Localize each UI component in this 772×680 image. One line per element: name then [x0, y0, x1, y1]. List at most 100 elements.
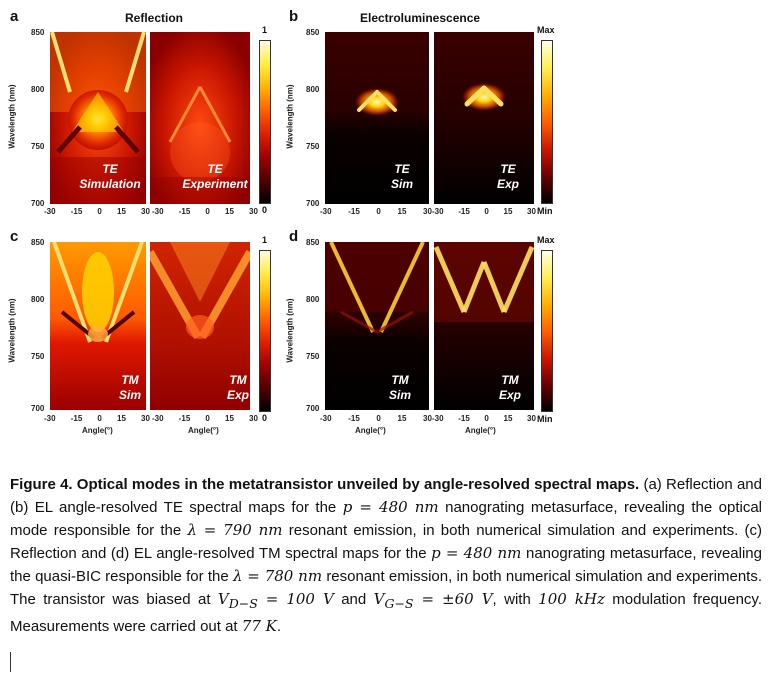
- xtick: 30: [423, 414, 432, 423]
- xtick: 15: [225, 414, 234, 423]
- panel-a-xticks-right: -30 -15 0 15 30: [152, 207, 258, 216]
- panel-a-exp-map: [150, 32, 250, 204]
- xtick: -30: [432, 207, 444, 216]
- caption-heading: Figure 4. Optical modes in the metatrans…: [10, 476, 640, 493]
- panel-a-exp-annotation: TE Experiment: [175, 162, 255, 192]
- panel-c-colorbar-bottom: 0: [262, 413, 268, 423]
- panel-c-exp-mode: TM: [229, 373, 247, 387]
- panel-d-exp-label: Exp: [498, 388, 521, 402]
- xtick: 15: [117, 207, 126, 216]
- xtick: 30: [527, 414, 536, 423]
- panel-a-sim-map: [50, 32, 146, 204]
- xtick: 30: [527, 207, 536, 216]
- caption-text: nanograting metasurface, revealing the o…: [10, 499, 763, 539]
- caption-math-sub: D−S: [228, 596, 258, 611]
- caption-math: 100 kHz: [538, 590, 605, 608]
- xtick: 30: [249, 207, 258, 216]
- panel-c-xticks-right: -30 -15 0 15 30: [152, 414, 258, 423]
- xtick: 0: [376, 207, 381, 216]
- panel-d-ytick-800: 800: [306, 295, 320, 304]
- panel-c-exp-annotation: TM Exp: [198, 373, 278, 403]
- panel-d-ytick-700: 700: [306, 404, 320, 413]
- caption-math: p = 480 nm: [342, 498, 439, 516]
- panel-b-xticks-left: -30 -15 0 15 30: [320, 207, 432, 216]
- caption-text: and: [333, 591, 374, 608]
- panel-c-ylabel: Wavelength (nm): [7, 298, 17, 363]
- xtick: -30: [320, 207, 332, 216]
- panel-b-ytick-850: 850: [306, 28, 320, 37]
- xtick: 0: [484, 207, 489, 216]
- caption-math: V: [373, 590, 385, 608]
- xtick: 0: [97, 414, 102, 423]
- panel-c-sim-map: [50, 242, 146, 410]
- xtick: -15: [70, 207, 83, 216]
- xtick: -30: [44, 207, 56, 216]
- caption-text: , with: [492, 591, 539, 608]
- panel-b-ytick-800: 800: [306, 85, 320, 94]
- panel-b-colorbar: [541, 40, 553, 204]
- panel-d-colorbar-bottom: Min: [537, 414, 553, 424]
- caption-text: resonant emission, in both numerical sim…: [10, 522, 762, 562]
- panel-d-xlabel-right: Angle(°): [465, 426, 496, 435]
- panel-b-exp-annotation: TE Exp: [468, 162, 548, 192]
- xtick: -15: [70, 414, 83, 423]
- panel-a-colorbar-top: 1: [262, 25, 268, 35]
- panel-c-exp-map: [150, 242, 250, 410]
- caption-math: = 100 V: [257, 590, 334, 608]
- caption-math: 77 K: [241, 617, 277, 635]
- panel-c-ytick-850: 850: [31, 238, 45, 247]
- xtick: 0: [205, 207, 210, 216]
- panel-d-exp-map: [434, 242, 534, 410]
- panel-d-sim-map: [325, 242, 429, 410]
- panel-d-xlabel-left: Angle(°): [355, 426, 386, 435]
- caption-text: (a) Reflection and (b) EL angle-resolved…: [10, 476, 762, 516]
- xtick: 0: [97, 207, 102, 216]
- xtick: 0: [205, 414, 210, 423]
- caption-math: p = 480 nm: [431, 544, 522, 562]
- panel-b-ytick-700: 700: [306, 199, 320, 208]
- xtick: 15: [397, 414, 407, 423]
- panel-c-sim-label: Sim: [118, 388, 141, 402]
- panel-c-ytick-700: 700: [31, 404, 45, 413]
- panel-b-colorbar-top: Max: [537, 25, 555, 35]
- panel-a-colorbar-bottom: 0: [262, 205, 268, 215]
- caption-text: modulation frequency. Measurements were …: [10, 591, 762, 635]
- panel-b-title: Electroluminescence: [360, 11, 481, 25]
- xtick: 0: [376, 414, 381, 423]
- panel-b-exp-label: Exp: [496, 177, 519, 191]
- panel-d-exp-mode: TM: [501, 373, 519, 387]
- panel-b-sim-mode: TE: [394, 162, 410, 176]
- panel-d-sim-mode: TM: [391, 373, 409, 387]
- panel-d-ytick-750: 750: [306, 352, 320, 361]
- panel-c-xlabel-left: Angle(°): [82, 426, 113, 435]
- panel-c-colorbar: [259, 250, 271, 412]
- xtick: -15: [348, 207, 360, 216]
- panel-b-colorbar-bottom: Min: [537, 206, 553, 216]
- panel-c-colorbar-top: 1: [262, 235, 268, 245]
- xtick: -15: [348, 414, 360, 423]
- panel-d-sim-label: Sim: [388, 388, 411, 402]
- caption-math: V: [217, 590, 229, 608]
- xtick: 30: [249, 414, 258, 423]
- panel-a-letter: a: [10, 8, 19, 25]
- xtick: -30: [320, 414, 332, 423]
- panel-b-ytick-750: 750: [306, 142, 320, 151]
- xtick: -15: [458, 414, 470, 423]
- panel-a-exp-label: Experiment: [182, 177, 248, 191]
- caption-text: resonant emission, in both numerical sim…: [10, 568, 763, 608]
- xtick: -30: [432, 414, 444, 423]
- panel-b-ylabel: Wavelength (nm): [285, 84, 295, 149]
- caption-text: nanograting metasurface, revealing the q…: [10, 545, 762, 585]
- text-cursor: [10, 652, 11, 672]
- panel-a-ytick-800: 800: [31, 85, 45, 94]
- xtick: 15: [117, 414, 126, 423]
- panel-a-exp-mode: TE: [207, 162, 223, 176]
- xtick: -30: [152, 414, 164, 423]
- caption-text: .: [276, 618, 282, 635]
- panel-a-ytick-750: 750: [31, 142, 45, 151]
- panel-a-ylabel: Wavelength (nm): [7, 84, 17, 149]
- xtick: 30: [141, 414, 150, 423]
- panel-a-sim-mode: TE: [102, 162, 118, 176]
- panel-c-ytick-800: 800: [31, 295, 45, 304]
- xtick: 15: [503, 207, 513, 216]
